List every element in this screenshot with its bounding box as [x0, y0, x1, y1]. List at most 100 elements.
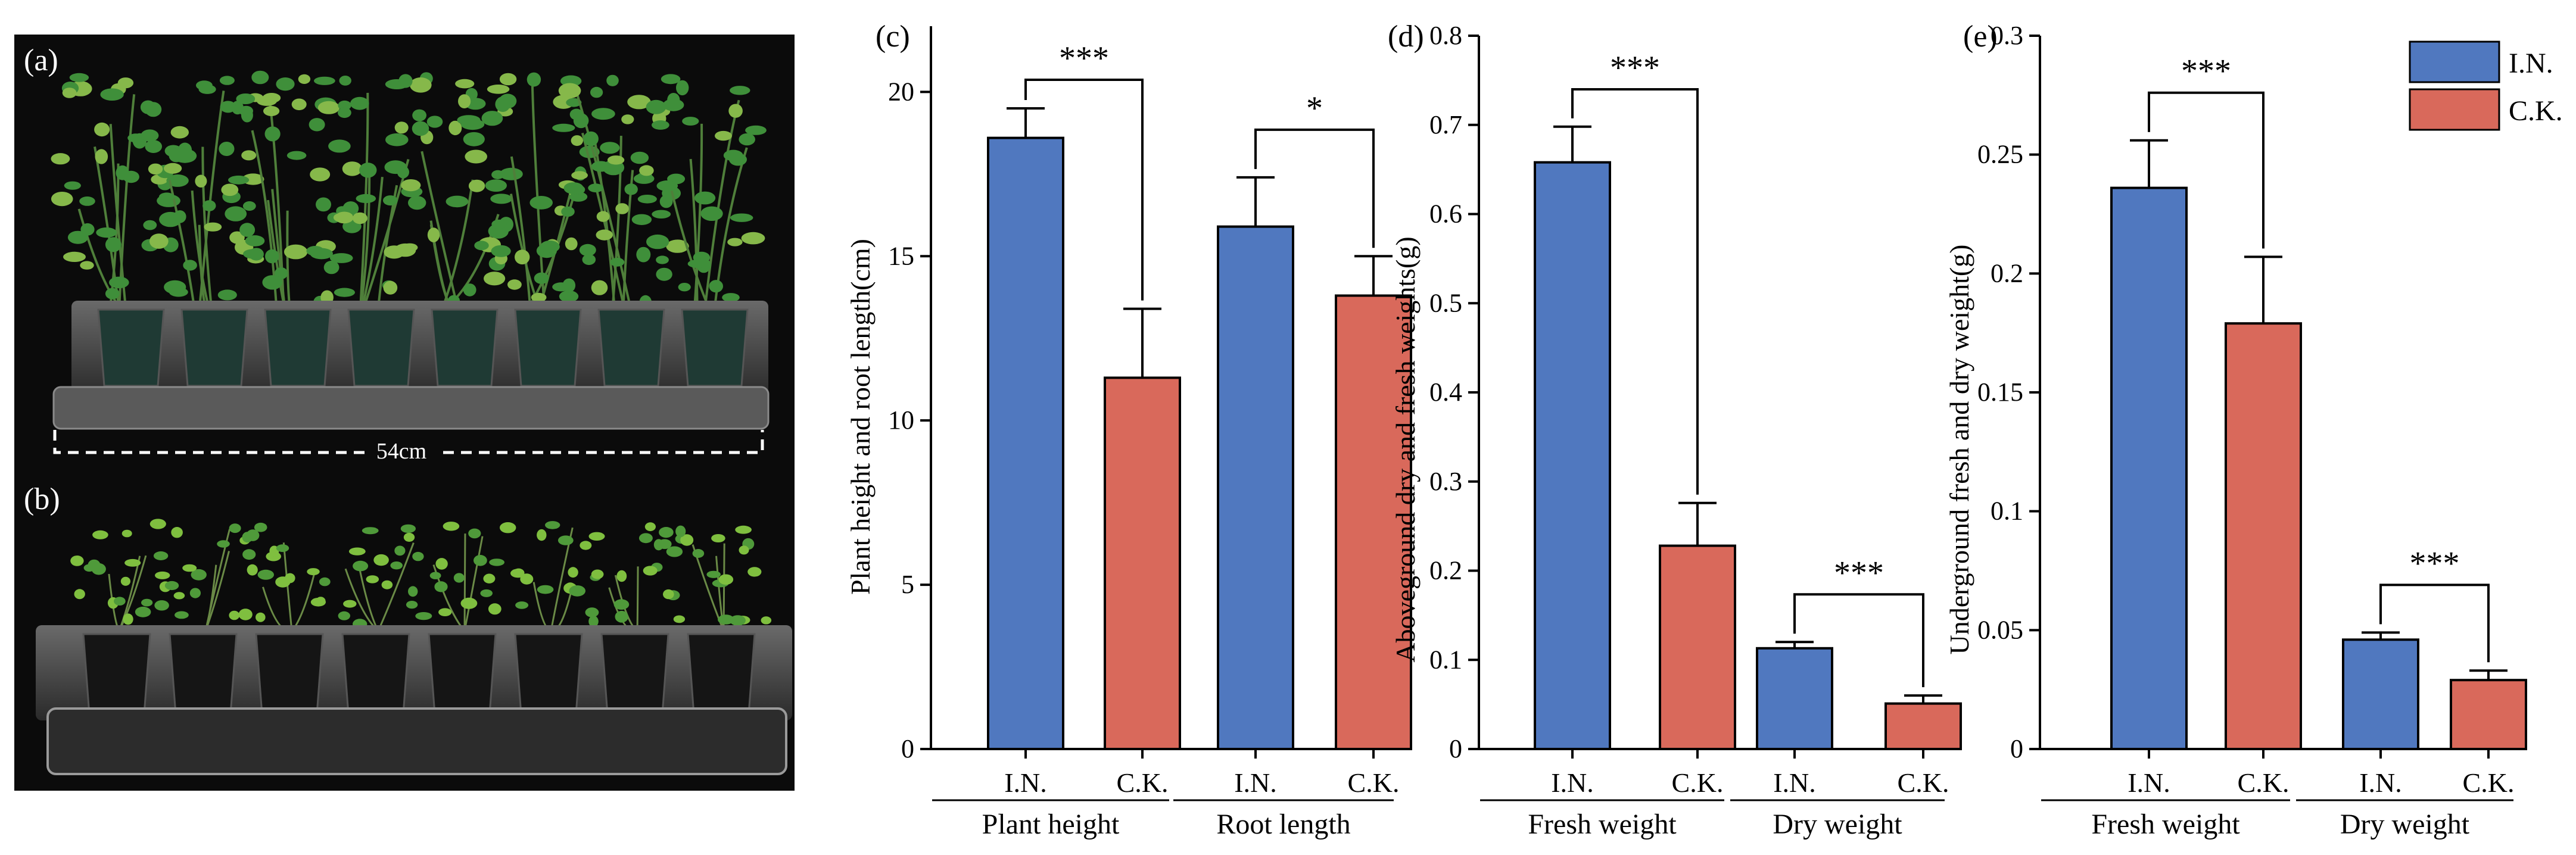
bar: [1534, 161, 1611, 750]
leaf: [676, 80, 689, 96]
leaf: [627, 95, 651, 110]
stem: [689, 158, 699, 310]
group-label: Dry weight: [2340, 809, 2470, 840]
leaf: [173, 592, 185, 600]
leaf: [711, 534, 725, 542]
leaf: [306, 246, 325, 256]
y-tick-label: 0: [901, 734, 914, 763]
leaf: [585, 607, 599, 617]
leaf: [491, 245, 511, 257]
leaf: [615, 610, 628, 623]
leaf: [582, 254, 596, 266]
pot: [428, 633, 497, 716]
stem: [271, 189, 286, 310]
leaf: [275, 576, 291, 588]
leaf: [463, 132, 485, 146]
leaf: [408, 196, 426, 210]
leaf: [158, 192, 175, 201]
x-tick-label: C.K.: [1898, 767, 1949, 798]
leaf: [718, 614, 734, 625]
y-tick-label: 0: [1449, 734, 1462, 763]
stem: [204, 529, 230, 632]
leaf: [565, 237, 578, 251]
stem: [703, 99, 740, 310]
leaf: [164, 163, 182, 174]
leaf: [317, 101, 340, 114]
y-tick-label: 5: [901, 570, 914, 599]
bar: [1885, 702, 1962, 750]
y-tick-label: 0.7: [1429, 110, 1462, 139]
leaf: [149, 233, 169, 249]
chart-c-marks: 0 5 10 15 20 I.N. C.K. Plant height *** I.N. C.K. R…: [888, 26, 1412, 840]
leaf: [80, 261, 94, 270]
leaf: [229, 610, 240, 620]
leaf: [284, 244, 308, 260]
leaf: [242, 549, 256, 560]
group-label: Fresh weight: [1528, 809, 1677, 840]
leaf: [385, 133, 409, 146]
y-tick-label: 0.4: [1429, 377, 1462, 407]
leaf: [173, 210, 186, 223]
leaf: [615, 203, 629, 214]
leaf: [643, 566, 658, 576]
leaf: [169, 287, 188, 297]
leaf: [682, 117, 699, 126]
leaf: [217, 289, 237, 301]
leaf: [481, 111, 503, 126]
leaf: [70, 556, 84, 566]
leaf: [323, 260, 339, 274]
leaf: [434, 581, 448, 592]
leaf: [183, 260, 197, 271]
leaf: [569, 585, 585, 597]
leaf: [105, 237, 122, 252]
leaf: [291, 98, 307, 111]
leaf: [715, 130, 732, 141]
leaf: [191, 569, 207, 581]
leaf: [381, 580, 393, 589]
leaf: [426, 116, 443, 128]
leaf: [580, 541, 592, 550]
leaf: [566, 98, 582, 107]
x-tick-label: C.K.: [2238, 767, 2290, 798]
significance-label: *: [1306, 90, 1323, 127]
leaf: [263, 106, 280, 116]
leaf: [316, 597, 326, 606]
leaf: [480, 589, 493, 597]
stem: [668, 182, 711, 310]
leaf: [398, 74, 413, 88]
leaf: [62, 88, 77, 98]
photo-panel-a: 54cm (a): [14, 35, 795, 466]
leaf: [596, 229, 613, 241]
leaf: [229, 523, 241, 533]
pot: [255, 633, 324, 716]
leaf: [307, 568, 320, 576]
leaf: [438, 608, 452, 616]
leaf: [545, 521, 560, 529]
chart-e: (e) Underground fresh and dry weight(g) …: [1944, 20, 2527, 840]
leaf: [122, 529, 132, 538]
leaf: [673, 615, 686, 623]
leaf: [51, 153, 70, 165]
stem: [441, 179, 474, 310]
leaf: [319, 577, 331, 586]
leaf: [256, 612, 266, 622]
bar: [1756, 647, 1833, 750]
leaf: [722, 293, 740, 302]
panel-label-a: (a): [24, 43, 58, 77]
photo-a-foliage: [51, 70, 767, 311]
leaf: [761, 616, 772, 625]
leaf: [443, 522, 460, 531]
leaf: [123, 613, 133, 625]
leaf: [120, 576, 130, 586]
leaf: [286, 151, 307, 160]
leaf: [485, 179, 507, 192]
bar: [2225, 322, 2302, 750]
leaf: [265, 249, 279, 264]
leaf: [495, 96, 510, 113]
leaf: [245, 235, 265, 246]
leaf: [334, 288, 356, 297]
leaf: [412, 121, 429, 136]
leaf: [747, 567, 762, 577]
leaf: [262, 275, 283, 290]
leaf: [559, 290, 579, 302]
